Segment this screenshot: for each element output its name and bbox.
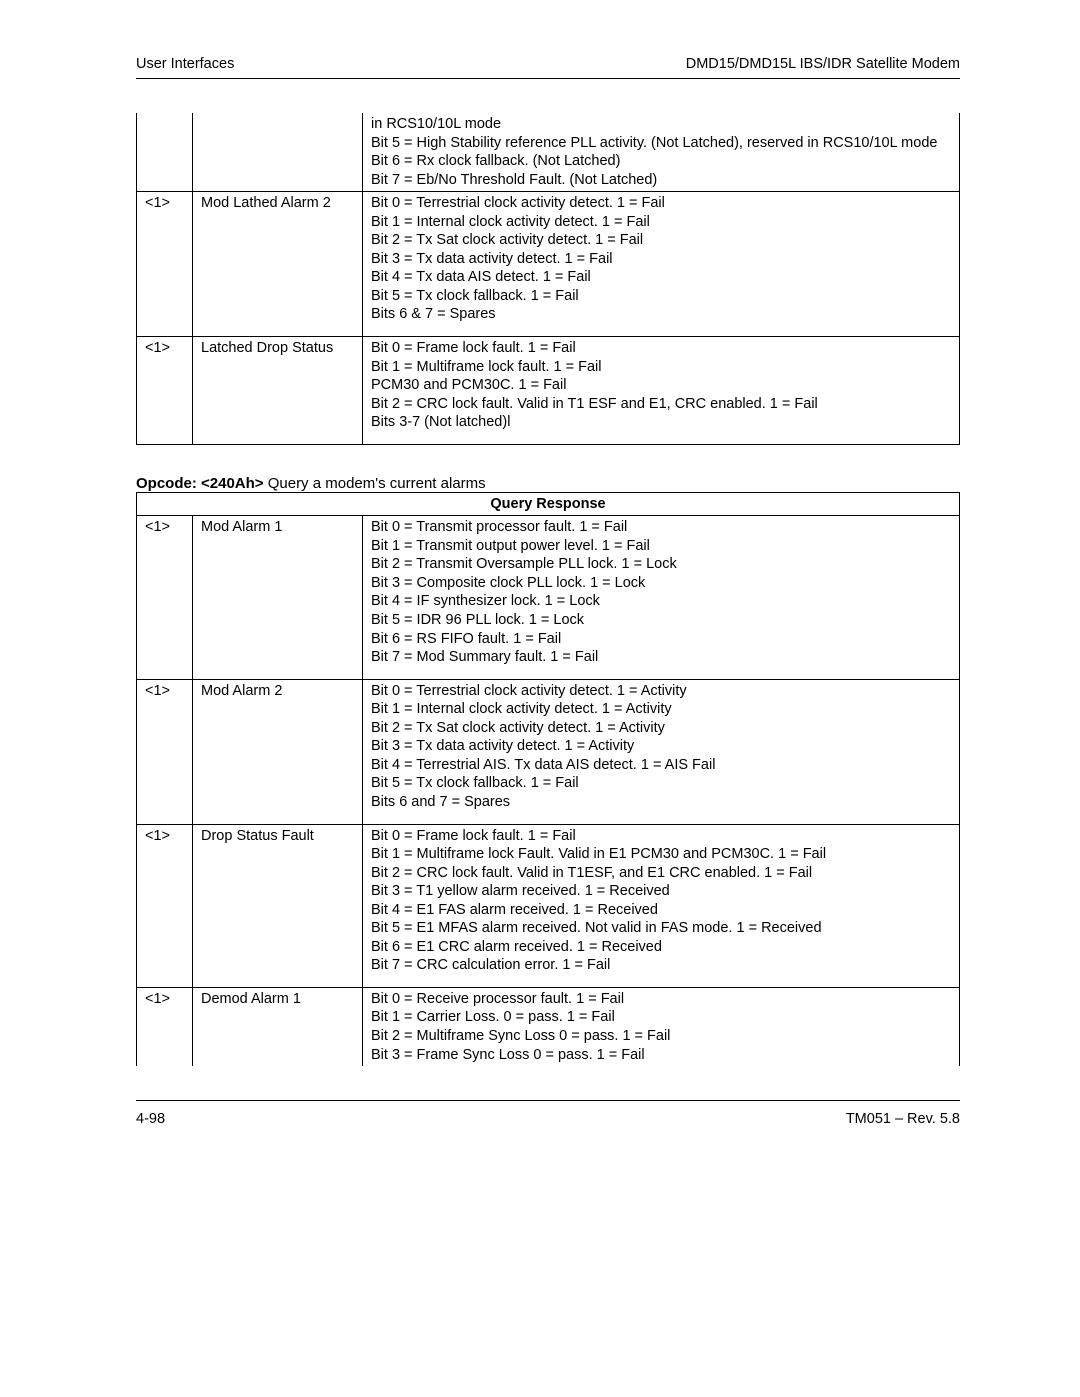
cell-size: <1> [137, 516, 193, 679]
cell-size: <1> [137, 337, 193, 445]
cell-desc: in RCS10/10L mode Bit 5 = High Stability… [363, 113, 960, 192]
cell-name [193, 113, 363, 192]
table-header-row: Query Response [137, 492, 960, 516]
table-row: <1> Drop Status Fault Bit 0 = Frame lock… [137, 824, 960, 987]
table-row: <1> Latched Drop Status Bit 0 = Frame lo… [137, 337, 960, 445]
cell-size: <1> [137, 824, 193, 987]
cell-desc: Bit 0 = Terrestrial clock activity detec… [363, 192, 960, 337]
cell-size: <1> [137, 679, 193, 824]
page: User Interfaces DMD15/DMD15L IBS/IDR Sat… [0, 0, 1080, 1397]
footer-left: 4-98 [136, 1111, 165, 1127]
opcode-desc: Query a modem's current alarms [264, 475, 486, 492]
cell-desc: Bit 0 = Frame lock fault. 1 = Fail Bit 1… [363, 337, 960, 445]
table-row: <1> Mod Alarm 2 Bit 0 = Terrestrial cloc… [137, 679, 960, 824]
cell-size: <1> [137, 987, 193, 1066]
cell-desc: Bit 0 = Terrestrial clock activity detec… [363, 679, 960, 824]
cell-desc: Bit 0 = Transmit processor fault. 1 = Fa… [363, 516, 960, 679]
header-rule [136, 78, 960, 79]
table-row: <1> Mod Lathed Alarm 2 Bit 0 = Terrestri… [137, 192, 960, 337]
cell-name: Mod Lathed Alarm 2 [193, 192, 363, 337]
header-right: DMD15/DMD15L IBS/IDR Satellite Modem [686, 56, 960, 72]
opcode-label: Opcode: <240Ah> [136, 475, 264, 492]
cell-name: Mod Alarm 2 [193, 679, 363, 824]
page-footer: 4-98 TM051 – Rev. 5.8 [136, 1111, 960, 1127]
cell-desc: Bit 0 = Frame lock fault. 1 = Fail Bit 1… [363, 824, 960, 987]
cell-name: Latched Drop Status [193, 337, 363, 445]
table-row: <1> Mod Alarm 1 Bit 0 = Transmit process… [137, 516, 960, 679]
cell-name: Demod Alarm 1 [193, 987, 363, 1066]
table-continuation: in RCS10/10L mode Bit 5 = High Stability… [136, 113, 960, 445]
cell-name: Drop Status Fault [193, 824, 363, 987]
header-left: User Interfaces [136, 56, 234, 72]
page-header: User Interfaces DMD15/DMD15L IBS/IDR Sat… [136, 56, 960, 78]
cell-size [137, 113, 193, 192]
table-query-response: Query Response <1> Mod Alarm 1 Bit 0 = T… [136, 492, 960, 1066]
table-row: <1> Demod Alarm 1 Bit 0 = Receive proces… [137, 987, 960, 1066]
cell-size: <1> [137, 192, 193, 337]
table-header: Query Response [137, 492, 960, 516]
cell-desc: Bit 0 = Receive processor fault. 1 = Fai… [363, 987, 960, 1066]
cell-name: Mod Alarm 1 [193, 516, 363, 679]
table-row: in RCS10/10L mode Bit 5 = High Stability… [137, 113, 960, 192]
footer-right: TM051 – Rev. 5.8 [846, 1111, 960, 1127]
footer-rule: 4-98 TM051 – Rev. 5.8 [136, 1100, 960, 1127]
opcode-heading: Opcode: <240Ah> Query a modem's current … [136, 475, 960, 492]
